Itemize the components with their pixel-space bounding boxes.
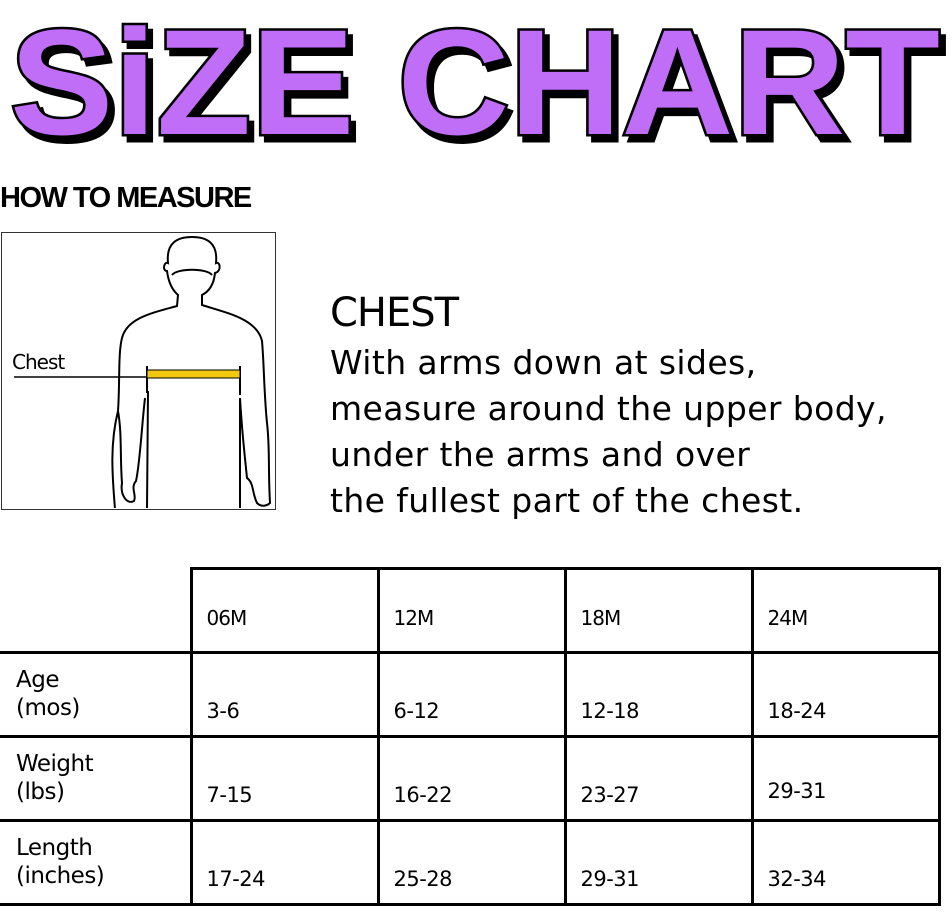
table-cell: 32-34 [750, 819, 941, 906]
table-cell: 25-28 [376, 819, 567, 906]
row-label-unit: (inches) [16, 863, 105, 889]
column-header: 06M [189, 567, 380, 654]
row-label: Length (inches) [0, 819, 193, 906]
size-chart-title: SiZE CHART [8, 0, 943, 150]
title-text: SiZE CHART [10, 0, 940, 150]
table-row: Length (inches) 17-24 25-28 29-31 32-34 [0, 819, 941, 906]
table-cell: 29-31 [750, 735, 941, 822]
table-cell: 29-31 [563, 819, 754, 906]
instruction-line: under the arms and over [330, 435, 751, 474]
row-label-line: Age [16, 667, 59, 693]
table-cell: 6-12 [376, 651, 567, 738]
row-label-unit: (lbs) [16, 779, 65, 805]
table-cell: 17-24 [189, 819, 380, 906]
table-cell: 3-6 [189, 651, 380, 738]
table-cell: 7-15 [189, 735, 380, 822]
corner-cell [0, 568, 193, 654]
table-cell: 16-22 [376, 735, 567, 822]
row-label-line: Length [16, 835, 93, 861]
column-header: 18M [563, 567, 754, 654]
size-table: 06M 12M 18M 24M Age (mos) 3-6 6-12 12-18 … [0, 567, 941, 906]
chest-instructions: With arms down at sides, measure around … [330, 340, 887, 524]
column-header: 24M [750, 567, 941, 654]
row-label-unit: (mos) [16, 695, 80, 721]
row-label: Weight (lbs) [0, 735, 193, 822]
instruction-line: measure around the upper body, [330, 389, 887, 428]
chest-figure-label: Chest [12, 350, 65, 374]
instruction-line: the fullest part of the chest. [330, 481, 804, 520]
table-row: Weight (lbs) 7-15 16-22 23-27 29-31 [0, 735, 941, 822]
row-label: Age (mos) [0, 651, 193, 738]
how-to-measure-heading: HOW TO MEASURE [0, 182, 252, 214]
row-label-line: Weight [16, 751, 94, 777]
table-cell: 18-24 [750, 651, 941, 738]
column-header: 12M [376, 567, 567, 654]
instruction-line: With arms down at sides, [330, 343, 757, 382]
measurement-figure [1, 232, 276, 510]
table-cell: 12-18 [563, 651, 754, 738]
body-outline-icon [14, 235, 272, 510]
table-header-row: 06M 12M 18M 24M [0, 567, 941, 654]
table-cell: 23-27 [563, 735, 754, 822]
table-row: Age (mos) 3-6 6-12 12-18 18-24 [0, 651, 941, 738]
chest-heading: CHEST [330, 290, 459, 336]
